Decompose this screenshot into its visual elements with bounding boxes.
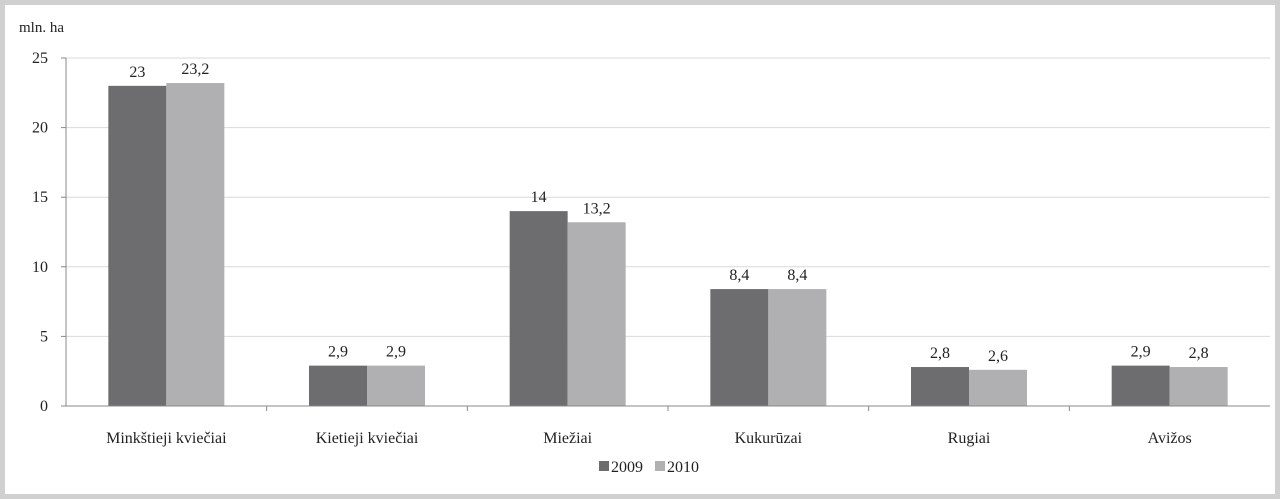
x-tick-label: Miežiai — [543, 430, 592, 447]
y-axis: 0 5 10 15 20 25 — [32, 50, 67, 415]
data-label: 8,4 — [787, 267, 807, 284]
bar-2010 — [1169, 367, 1228, 406]
legend-label-2010: 2010 — [667, 459, 699, 476]
data-label: 2,9 — [386, 344, 406, 361]
data-label: 8,4 — [729, 267, 749, 284]
bar-2009 — [710, 289, 769, 406]
bar-2009 — [911, 367, 969, 406]
x-tick-label: Kietieji kviečiai — [316, 430, 419, 447]
bar-2009 — [509, 211, 568, 406]
y-tick-label: 15 — [32, 189, 48, 206]
data-label: 2,8 — [1189, 345, 1209, 362]
x-axis: Minkštieji kviečiai Kietieji kviečiai Miež… — [66, 405, 1270, 447]
data-label: 2,9 — [328, 344, 348, 361]
y-tick-label: 25 — [32, 50, 48, 67]
x-tick-label: Minkštieji kviečiai — [106, 430, 227, 447]
data-labels: 23 23,2 2,9 2,9 14 13,2 8,4 8,4 2,8 2,6 2,9 2,8 — [129, 61, 1208, 365]
data-label: 13,2 — [583, 200, 611, 217]
bars — [108, 83, 1228, 406]
y-tick-label: 0 — [40, 398, 48, 415]
bar-2010 — [567, 222, 626, 406]
data-label: 23 — [129, 64, 145, 81]
data-label: 2,9 — [1131, 344, 1151, 361]
data-label: 23,2 — [181, 61, 209, 78]
data-label: 14 — [531, 189, 547, 206]
bar-2010 — [166, 83, 225, 406]
x-tick-label: Kukurūzai — [735, 430, 803, 447]
y-tick-label: 5 — [40, 328, 48, 345]
legend: 2009 2010 — [599, 459, 699, 476]
y-tick-label: 20 — [32, 120, 48, 137]
y-axis-label: mln. ha — [19, 20, 64, 36]
bar-2010 — [969, 369, 1027, 406]
data-label: 2,8 — [930, 345, 950, 362]
bar-2009 — [309, 365, 367, 406]
bar-2009 — [1111, 365, 1170, 406]
gridlines — [66, 57, 1270, 337]
legend-label-2009: 2009 — [611, 459, 643, 476]
x-tick-label: Rugiai — [948, 430, 991, 447]
data-label: 2,6 — [988, 348, 1008, 365]
bar-2009 — [108, 85, 167, 406]
legend-swatch-2009 — [599, 461, 609, 471]
bar-chart: 0 5 10 15 20 25 23 23,2 2,9 2,9 14 13,2 8,4 8,4 2,8 2,… — [19, 20, 1270, 476]
bar-2010 — [367, 365, 425, 406]
legend-swatch-2010 — [655, 461, 665, 471]
x-tick-label: Avižos — [1148, 430, 1192, 447]
y-tick-label: 10 — [32, 259, 48, 276]
bar-2010 — [768, 289, 827, 406]
